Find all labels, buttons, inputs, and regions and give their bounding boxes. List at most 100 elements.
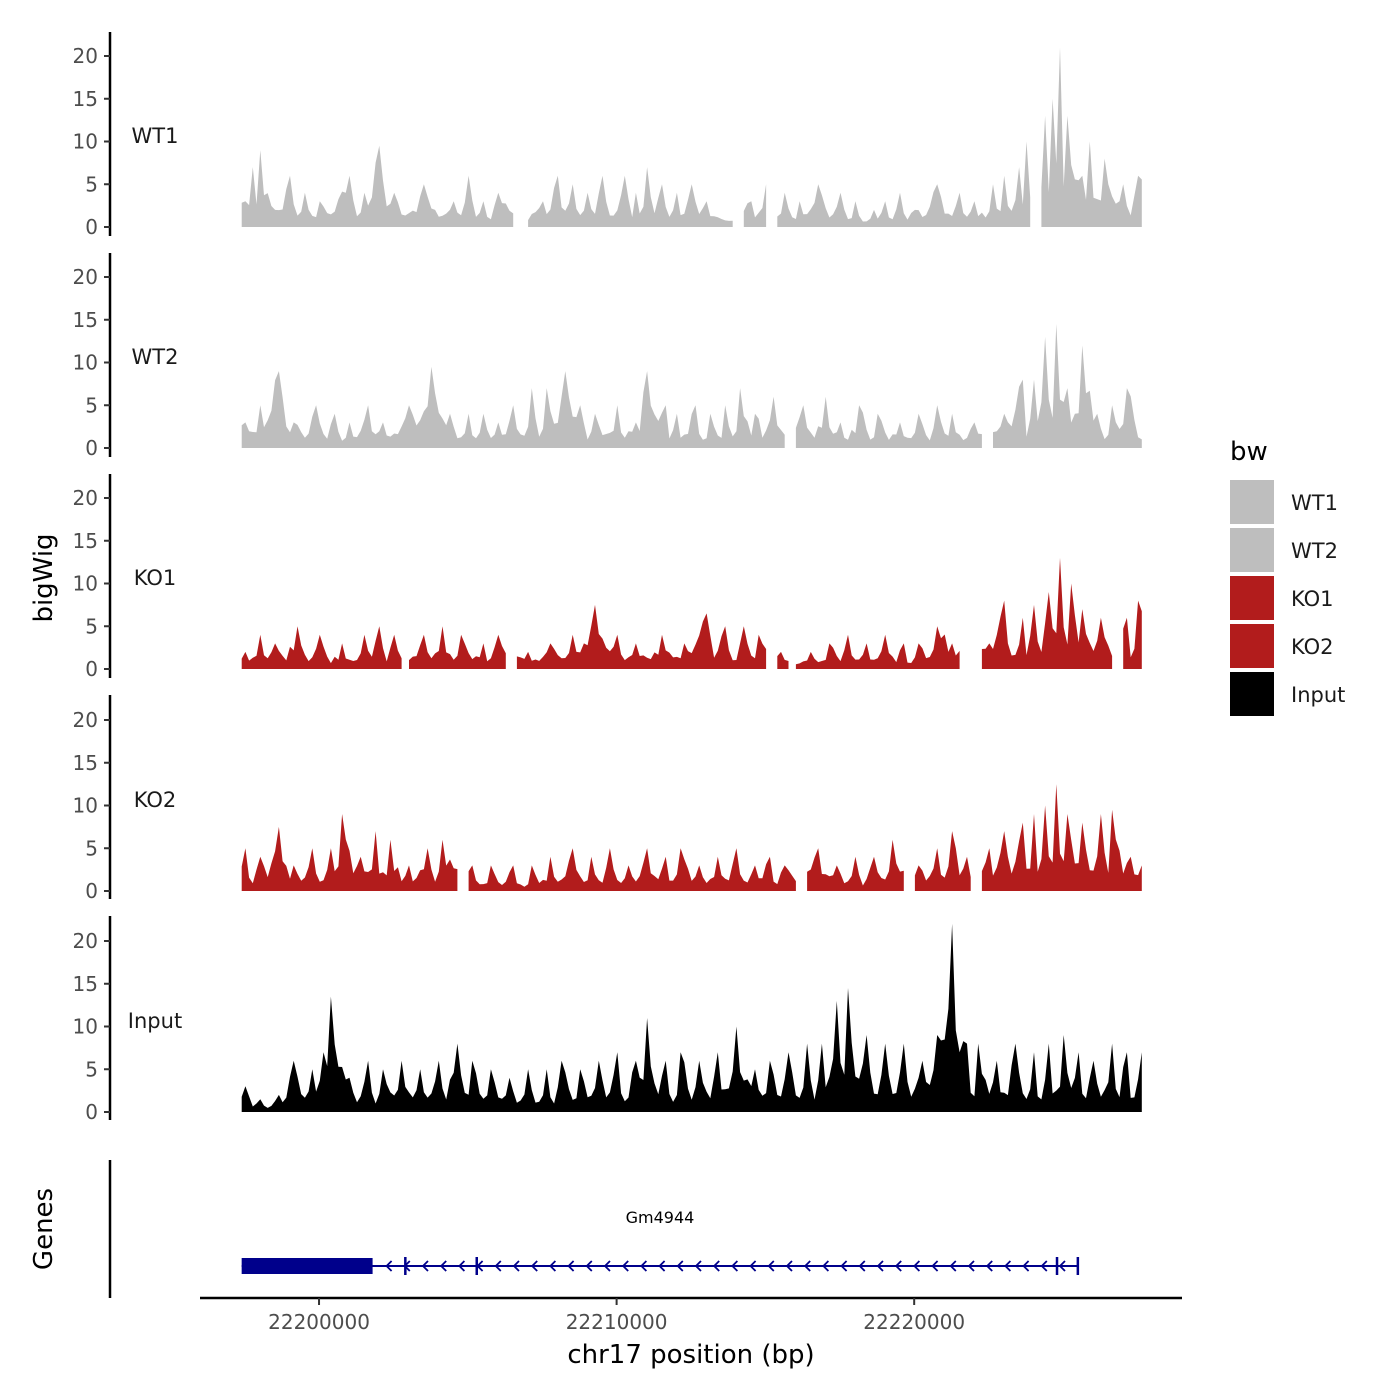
strand-arrow [621, 1260, 629, 1272]
strand-arrow [749, 1260, 757, 1272]
track-input: 0 5 10 15 20 Input [73, 916, 1142, 1124]
y-tick-label: 15 [73, 87, 98, 111]
legend-label-ko2: KO2 [1291, 635, 1334, 659]
legend-key-ko1 [1230, 576, 1274, 620]
y-tick-label: 0 [85, 1100, 98, 1124]
track-label-ko1: KO1 [134, 566, 177, 590]
strand-arrow [1058, 1260, 1066, 1272]
y-tick-label: 5 [85, 1057, 98, 1081]
y-tick-label: 15 [73, 529, 98, 553]
strand-arrow [785, 1260, 793, 1272]
coverage-area-ko1 [241, 557, 1142, 669]
track-label-wt1: WT1 [132, 124, 179, 148]
track-ko2: 0 5 10 15 20 KO2 [73, 695, 1142, 903]
strand-arrow [931, 1260, 939, 1272]
track-label-input: Input [128, 1009, 182, 1033]
strand-arrow [658, 1260, 666, 1272]
legend-label-input: Input [1291, 683, 1345, 707]
strand-arrow [458, 1260, 466, 1272]
y-tick-label: 20 [73, 708, 98, 732]
y-tick-label: 0 [85, 215, 98, 239]
y-tick-label: 5 [85, 836, 98, 860]
x-tick-label: 22220000 [863, 1310, 965, 1334]
y-tick-label: 5 [85, 614, 98, 638]
coverage-area-ko2 [241, 784, 1142, 891]
strand-arrow [894, 1260, 902, 1272]
strand-arrow [840, 1260, 848, 1272]
strand-arrow [421, 1260, 429, 1272]
strand-arrow [439, 1260, 447, 1272]
strand-arrow [803, 1260, 811, 1272]
y-tick-label: 10 [73, 794, 98, 818]
y-tick-label: 10 [73, 351, 98, 375]
strand-arrow [549, 1260, 557, 1272]
strand-arrow [822, 1260, 830, 1272]
strand-arrow [567, 1260, 575, 1272]
strand-arrow [913, 1260, 921, 1272]
gene-exon-block [241, 1258, 373, 1274]
y-tick-label: 5 [85, 172, 98, 196]
y-tick-label: 0 [85, 879, 98, 903]
strand-arrow [640, 1260, 648, 1272]
strand-arrow [712, 1260, 720, 1272]
strand-arrow [767, 1260, 775, 1272]
coverage-area-wt2 [241, 324, 1142, 448]
legend-key-ko2 [1230, 624, 1274, 668]
track-label-ko2: KO2 [134, 788, 177, 812]
strand-arrow [603, 1260, 611, 1272]
strand-arrow [858, 1260, 866, 1272]
legend-title: bw [1230, 437, 1268, 467]
track-wt1: 0 5 10 15 20 WT1 [73, 32, 1142, 239]
strand-arrow [694, 1260, 702, 1272]
strand-arrow [1022, 1260, 1030, 1272]
coverage-tracks: 0 5 10 15 20 WT1 0 5 10 15 20 WT2 0 5 10 15 20 KO1 0 5 10 15 2… [73, 32, 1142, 1124]
x-tick-label: 22210000 [566, 1310, 668, 1334]
y-tick-label: 10 [73, 130, 98, 154]
strand-arrow [985, 1260, 993, 1272]
y-tick-label: 0 [85, 657, 98, 681]
y-tick-label: 10 [73, 572, 98, 596]
y-tick-label: 15 [73, 308, 98, 332]
legend-key-wt1 [1230, 480, 1274, 524]
legend-key-wt2 [1230, 528, 1274, 572]
y-tick-label: 20 [73, 265, 98, 289]
legend: bw WT1 WT2 KO1 KO2 Input [1230, 437, 1345, 716]
strand-arrow [494, 1260, 502, 1272]
strand-arrow [676, 1260, 684, 1272]
strand-arrow [1004, 1260, 1012, 1272]
y-tick-label: 5 [85, 393, 98, 417]
strand-arrow [876, 1260, 884, 1272]
strand-arrow [512, 1260, 520, 1272]
gene-name-label: Gm4944 [626, 1208, 695, 1227]
coverage-area-input [241, 923, 1142, 1112]
x-axis: 22200000 22210000 22220000 chr17 position (… [200, 1296, 1182, 1370]
x-tick-label: 22200000 [268, 1310, 370, 1334]
y-tick-label: 10 [73, 1015, 98, 1039]
track-wt2: 0 5 10 15 20 WT2 [73, 253, 1142, 460]
legend-label-wt2: WT2 [1291, 539, 1338, 563]
genes-track: Genes Gm4944 [29, 1160, 1080, 1298]
legend-label-ko1: KO1 [1291, 587, 1334, 611]
strand-arrow [949, 1260, 957, 1272]
coverage-area-wt1 [241, 47, 1142, 228]
y-tick-label: 20 [73, 929, 98, 953]
strand-arrow [585, 1260, 593, 1272]
genes-track-title: Genes [29, 1188, 59, 1270]
y-tick-label: 15 [73, 972, 98, 996]
y-tick-label: 20 [73, 44, 98, 68]
track-label-wt2: WT2 [132, 345, 179, 369]
y-tick-label: 0 [85, 436, 98, 460]
y-tick-label: 20 [73, 486, 98, 510]
strand-arrow [385, 1260, 393, 1272]
strand-arrow [731, 1260, 739, 1272]
y-tick-label: 15 [73, 751, 98, 775]
y-axis-title: bigWig [29, 533, 59, 622]
x-axis-title: chr17 position (bp) [567, 1340, 814, 1370]
strand-arrow [1040, 1260, 1048, 1272]
strand-arrow [967, 1260, 975, 1272]
strand-arrow [530, 1260, 538, 1272]
legend-label-wt1: WT1 [1291, 491, 1338, 515]
track-ko1: 0 5 10 15 20 KO1 [73, 474, 1142, 681]
legend-key-input [1230, 672, 1274, 716]
